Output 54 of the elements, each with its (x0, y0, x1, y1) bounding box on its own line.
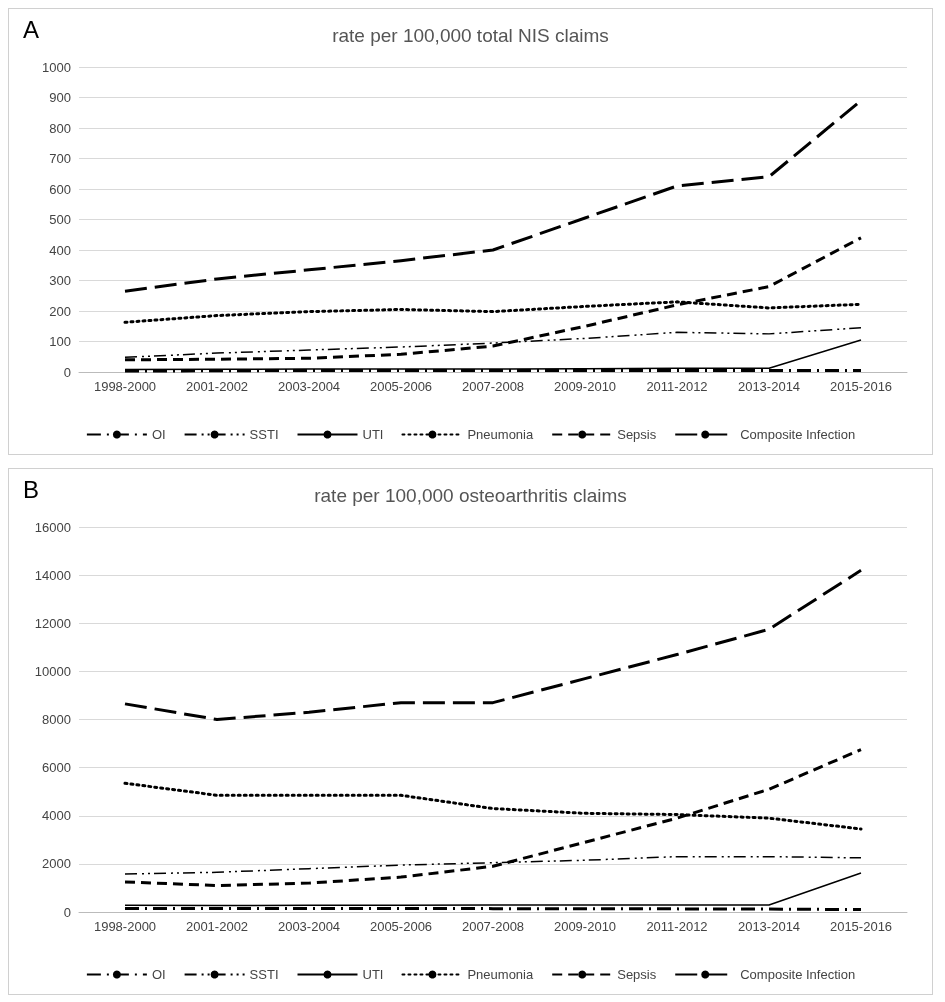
y-tick-label: 6000 (42, 760, 71, 776)
legend-label: Pneumonia (467, 427, 534, 442)
x-tick-label: 2013-2014 (737, 379, 801, 394)
y-tick-label: 8000 (42, 712, 71, 727)
legend-label: Sepsis (617, 967, 657, 982)
x-tick-label: 2001-2002 (185, 379, 249, 394)
x-tick-label: 2003-2004 (277, 379, 341, 394)
x-tick-label: 2007-2008 (461, 379, 525, 394)
y-tick-label: 2000 (42, 856, 71, 872)
y-tick-label: 100 (49, 334, 71, 349)
y-tick-label: 700 (49, 151, 71, 166)
x-tick-label: 2015-2016 (829, 379, 893, 394)
y-tick-label: 0 (63, 904, 71, 920)
y-tick-label: 400 (49, 242, 71, 258)
text: A (23, 15, 40, 43)
y-tick-label: 16000 (34, 519, 71, 535)
y-tick-label: 4000 (42, 808, 71, 824)
legend-label: Composite Infection (740, 967, 856, 982)
x-tick-label: 2011-2012 (646, 379, 708, 394)
y-tick-label: 12000 (34, 615, 71, 631)
y-tick-label: 600 (49, 181, 71, 197)
legend-label: SSTI (249, 967, 279, 982)
x-tick-label: 2003-2004 (277, 919, 341, 934)
x-tick-label: 2001-2002 (185, 919, 249, 934)
x-tick-label: 2013-2014 (737, 919, 801, 934)
y-tick-label: 800 (49, 120, 71, 136)
legend-label: Composite Infection (740, 427, 856, 442)
x-tick-label: 2005-2006 (369, 379, 433, 394)
legend-label: UTI (362, 427, 384, 442)
x-tick-label: 2009-2010 (553, 379, 617, 394)
y-tick-label: 0 (63, 364, 71, 380)
legend-label: SSTI (249, 427, 279, 442)
x-tick-label: 2011-2012 (646, 919, 708, 934)
y-tick-label: 1000 (42, 59, 71, 75)
legend-label: OI (151, 427, 166, 442)
chart-title: rate per 100,000 osteoarthritis claims (314, 485, 627, 506)
y-tick-label: 300 (49, 273, 71, 288)
legend-label: UTI (362, 967, 384, 982)
x-tick-label: 2015-2016 (829, 919, 893, 934)
y-tick-label: 500 (49, 212, 71, 227)
y-tick-label: 14000 (34, 567, 71, 583)
chart-title: rate per 100,000 total NIS claims (332, 25, 609, 46)
legend-label: Sepsis (617, 427, 657, 442)
x-tick-label: 2007-2008 (461, 919, 525, 934)
legend-label: OI (151, 967, 166, 982)
x-tick-label: 2009-2010 (553, 919, 617, 934)
y-tick-label: 10000 (34, 663, 71, 679)
y-tick-label: 900 (49, 90, 71, 105)
legend-label: Pneumonia (467, 967, 534, 982)
x-tick-label: 2005-2006 (369, 919, 433, 934)
y-tick-label: 200 (49, 303, 71, 319)
text: B (23, 475, 40, 503)
x-tick-label: 1998-2000 (93, 919, 157, 934)
x-tick-label: 1998-2000 (93, 379, 157, 394)
